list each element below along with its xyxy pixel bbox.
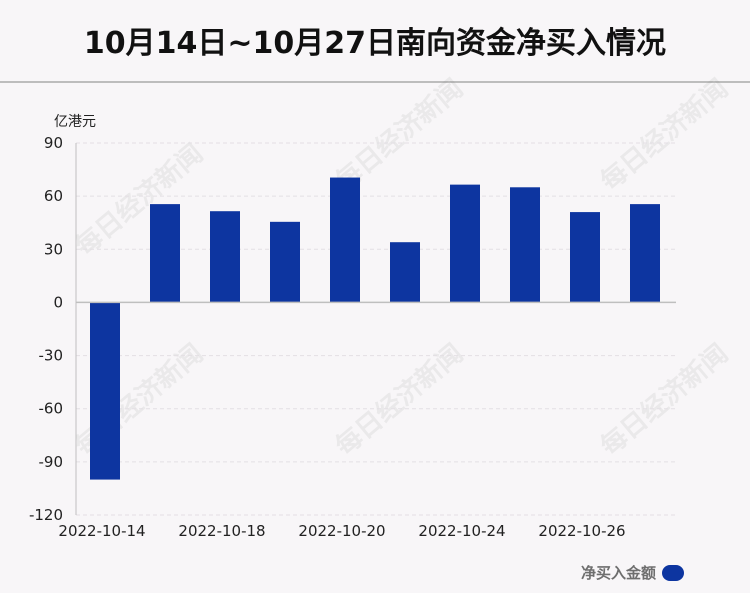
bar: [210, 211, 240, 303]
x-tick-label: 2022-10-26: [538, 522, 625, 540]
bar: [510, 187, 540, 303]
y-tick-label: 30: [44, 240, 63, 258]
y-tick-label: -30: [39, 347, 64, 365]
x-tick-label: 2022-10-14: [58, 522, 145, 540]
bar: [150, 204, 180, 303]
bar: [90, 302, 120, 480]
bar: [330, 177, 360, 303]
x-tick-label: 2022-10-24: [418, 522, 505, 540]
y-tick-label: 60: [44, 187, 63, 205]
chart-title: 10月14日~10月27日南向资金净买入情况: [83, 26, 667, 61]
title-divider: [0, 81, 750, 83]
y-tick-label: -90: [39, 453, 64, 471]
y-axis-unit-label: 亿港元: [54, 114, 96, 130]
x-tick-label: 2022-10-18: [178, 522, 265, 540]
y-tick-label: -120: [29, 506, 63, 524]
bar: [630, 204, 660, 303]
legend-label: 净买入金额: [580, 564, 656, 582]
y-tick-label: 90: [44, 134, 63, 152]
legend: 净买入金额: [581, 562, 684, 583]
y-tick-label: 0: [53, 293, 63, 311]
legend-swatch: [662, 564, 684, 581]
bar: [270, 221, 300, 303]
bar: [450, 184, 480, 303]
x-tick-label: 2022-10-20: [298, 522, 385, 540]
bar: [390, 242, 420, 303]
y-tick-label: -60: [39, 400, 64, 418]
bar: [570, 212, 600, 303]
